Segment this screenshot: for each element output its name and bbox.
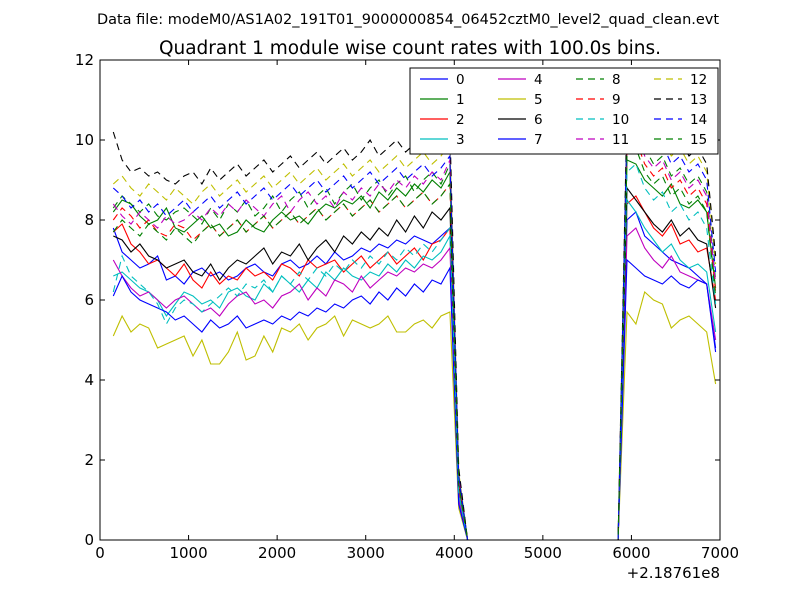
legend-label-7: 7 [534,132,543,148]
chart-title: Quadrant 1 module wise count rates with … [159,38,661,59]
legend-label-2: 2 [456,112,465,128]
legend-label-13: 13 [690,92,707,108]
series-line-3 [113,198,717,540]
series-line-5 [112,290,717,540]
legend-label-11: 11 [612,132,629,148]
x-tick-label: 6000 [612,544,650,562]
y-tick-label: 8 [84,211,94,229]
y-tick-label: 6 [84,291,94,309]
series-line-15 [112,147,717,540]
x-tick-label: 5000 [524,544,562,562]
legend-label-5: 5 [534,92,543,108]
legend-label-15: 15 [690,132,707,148]
series-line-6 [113,186,717,540]
legend-label-10: 10 [612,112,629,128]
x-tick-label: 4000 [435,544,473,562]
plot-frame [99,59,721,541]
legend-label-1: 1 [456,92,465,108]
legend-label-6: 6 [534,112,543,128]
series-line-1 [112,159,717,540]
legend-label-3: 3 [456,132,465,148]
y-tick-label: 2 [84,451,94,469]
chart-suptitle: Data file: modeM0/AS1A02_191T01_90000008… [97,12,719,28]
series-line-2 [112,195,717,540]
x-tick-label: 3000 [347,544,385,562]
legend-label-0: 0 [456,72,465,88]
series-line-8 [112,123,717,540]
legend-label-14: 14 [690,112,707,128]
x-tick-label: 0 [95,544,105,562]
y-tick-label: 0 [84,531,94,549]
series-line-11 [112,126,717,540]
series-line-7 [112,258,717,540]
x-tick-label: 1000 [169,544,207,562]
x-tick-label: 7000 [701,544,739,562]
series-line-14 [112,115,717,540]
y-tick-label: 12 [75,51,94,69]
x-offset-label: +2.18761e8 [627,564,720,582]
series-line-4 [112,227,717,540]
legend-label-8: 8 [612,72,621,88]
legend-label-4: 4 [534,72,543,88]
legend-box [409,67,719,155]
legend-label-12: 12 [690,72,707,88]
x-tick-label: 2000 [258,544,296,562]
series-line-12 [112,107,717,540]
y-tick-label: 10 [75,131,94,149]
legend-label-9: 9 [612,92,621,108]
series-line-0 [112,211,717,540]
y-tick-label: 4 [84,371,94,389]
